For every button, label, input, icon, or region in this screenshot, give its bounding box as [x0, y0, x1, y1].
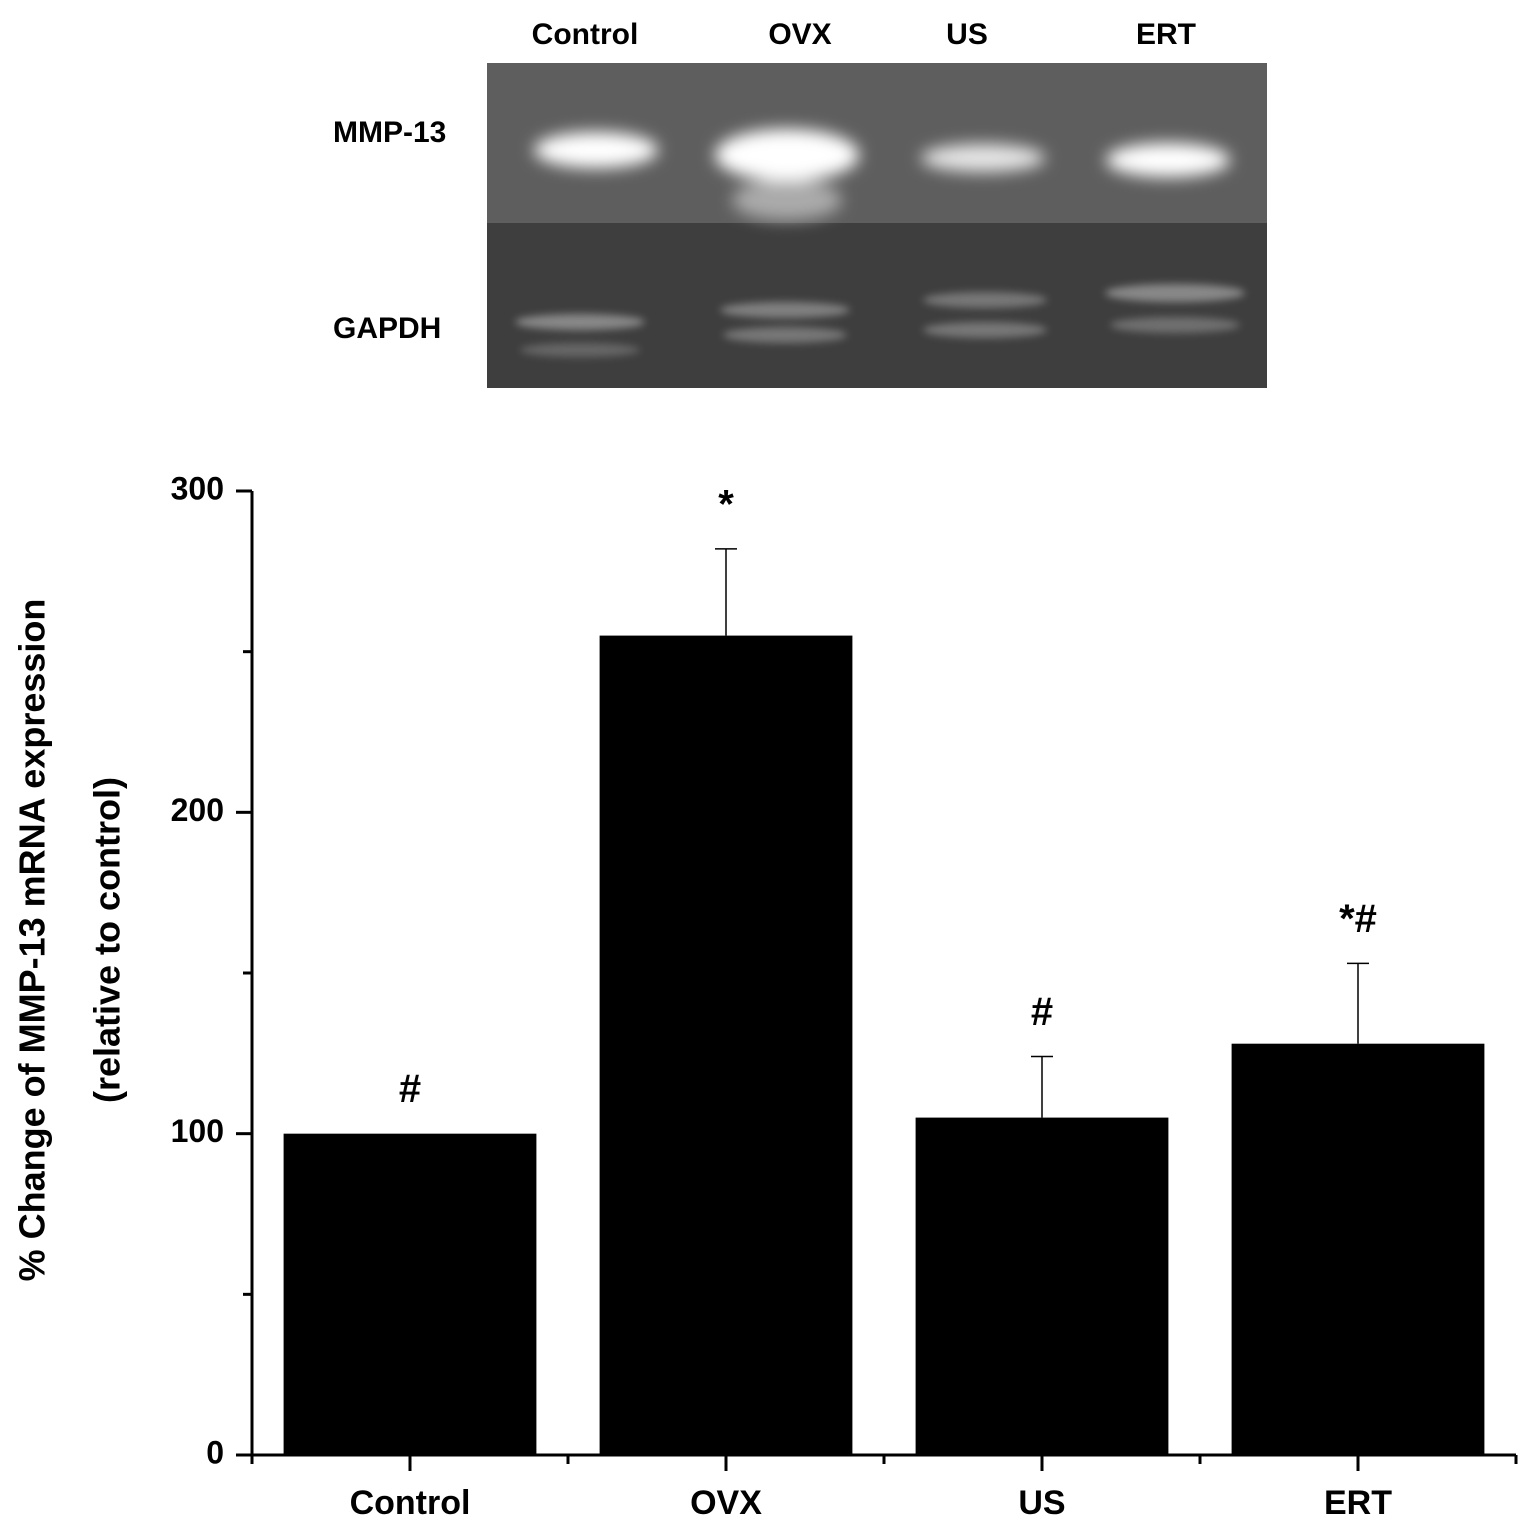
- error-bar: [715, 548, 737, 636]
- y-tick-label: 0: [206, 1434, 224, 1470]
- gapdh-bands: [515, 284, 1245, 357]
- gel-row-label: MMP-13: [333, 116, 446, 149]
- gel-lane-label: US: [946, 18, 988, 51]
- bands: [534, 129, 1230, 220]
- annotation: #: [399, 1067, 421, 1111]
- gel-lane-label: ERT: [1136, 18, 1196, 51]
- x-tick-label: OVX: [690, 1484, 762, 1522]
- x-tick-label: US: [1018, 1484, 1065, 1522]
- error-bar: [1031, 1055, 1053, 1118]
- gel-row-label: GAPDH: [333, 312, 441, 345]
- gel-image: [487, 63, 1267, 388]
- annotation: #: [1031, 990, 1053, 1034]
- error-bar: [1347, 962, 1369, 1044]
- y-tick-label: 200: [171, 792, 224, 828]
- bar: [283, 1133, 537, 1455]
- x-tick-label: ERT: [1324, 1484, 1392, 1522]
- y-axis-label: % Change of MMP-13 mRNA expression: [12, 599, 53, 1282]
- gel-lane-label: OVX: [768, 18, 831, 51]
- bar: [1231, 1043, 1485, 1455]
- gel-bottom: [487, 223, 1267, 388]
- annotation: *: [718, 482, 734, 526]
- gel-lane-label: Control: [532, 18, 639, 51]
- bar: [599, 635, 853, 1455]
- y-tick-label: 300: [171, 470, 224, 506]
- annotation: *#: [1339, 897, 1377, 941]
- y-axis-label: (relative to control): [87, 777, 128, 1103]
- x-tick-label: Control: [350, 1484, 471, 1522]
- bar: [915, 1117, 1169, 1455]
- y-tick-label: 100: [171, 1113, 224, 1149]
